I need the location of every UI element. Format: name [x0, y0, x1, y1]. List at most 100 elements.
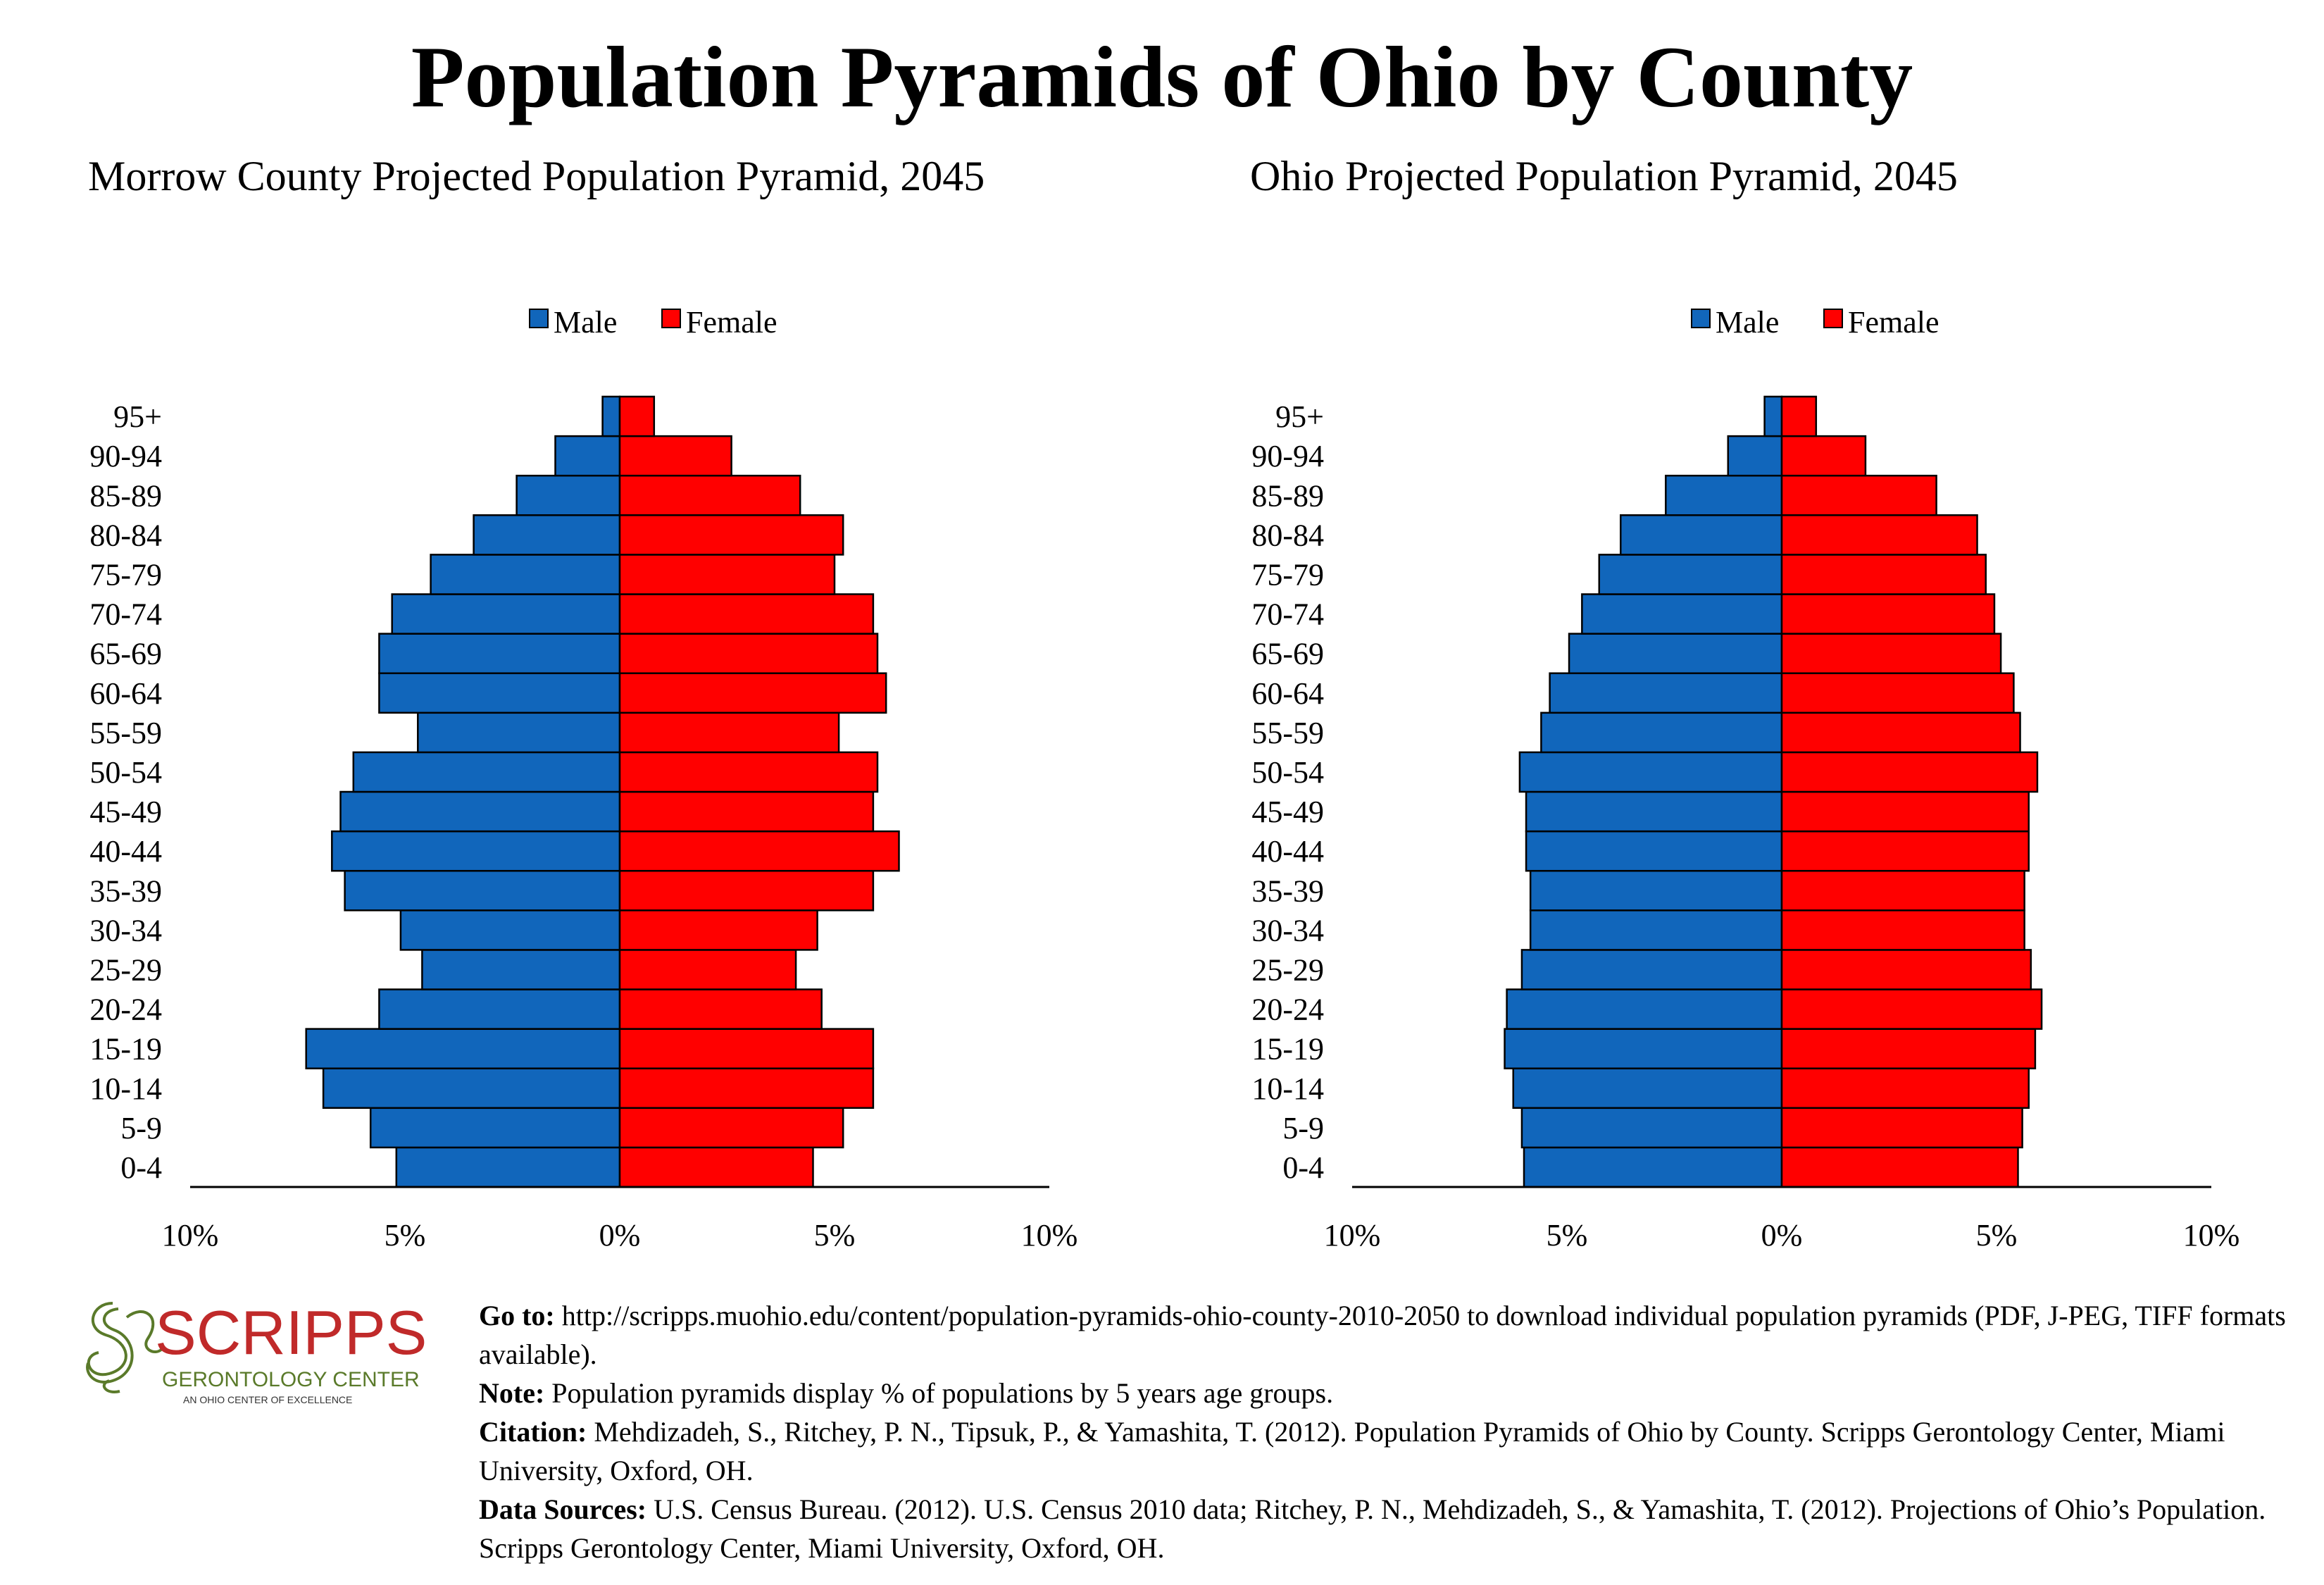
bar-female-90-94	[1780, 435, 1867, 477]
bar-male-65-69	[378, 633, 621, 674]
category-label: 55-59	[1251, 716, 1324, 750]
legend-female-swatch	[661, 309, 681, 328]
bar-male-40-44	[1525, 830, 1783, 872]
x-tick-label: 10%	[1324, 1218, 1381, 1253]
sources-label: Data Sources:	[479, 1493, 647, 1525]
category-label: 0-4	[1282, 1150, 1324, 1185]
bar-male-0-4	[1523, 1146, 1783, 1188]
bar-male-75-79	[430, 554, 621, 595]
bar-male-95+	[601, 395, 621, 437]
citation-text: Mehdizadeh, S., Ritchey, P. N., Tipsuk, …	[479, 1416, 2225, 1486]
category-label: 45-49	[1251, 795, 1324, 829]
x-tick-label: 5%	[1547, 1218, 1588, 1253]
bar-male-25-29	[421, 949, 621, 990]
bar-female-85-89	[618, 474, 801, 516]
bar-female-70-74	[1780, 593, 1996, 635]
category-label: 40-44	[89, 834, 162, 869]
category-label: 75-79	[89, 557, 162, 592]
category-label: 90-94	[89, 439, 162, 473]
bar-male-60-64	[378, 672, 621, 714]
bar-male-50-54	[352, 751, 621, 793]
bar-male-85-89	[516, 474, 621, 516]
category-label: 45-49	[89, 795, 162, 829]
bar-female-10-14	[618, 1067, 875, 1110]
x-tick-label: 10%	[162, 1218, 219, 1253]
bar-male-80-84	[1620, 514, 1783, 556]
bar-female-45-49	[618, 790, 875, 833]
ohio-pyramid-svg: Ohio Projected Population Pyramid, 2045 M…	[1250, 153, 2240, 1253]
legend-male-label: Male	[1716, 305, 1779, 340]
bar-female-50-54	[618, 751, 879, 793]
bar-male-5-9	[369, 1107, 621, 1149]
bar-male-95+	[1763, 395, 1783, 437]
bar-female-35-39	[618, 869, 875, 912]
footer: SCRIPPS GERONTOLOGY CENTER AN OHIO CENTE…	[0, 1268, 2324, 1585]
bar-female-40-44	[1780, 830, 2030, 872]
bar-male-80-84	[473, 514, 621, 556]
bar-female-15-19	[1780, 1028, 2037, 1069]
scripps-logo: SCRIPPS GERONTOLOGY CENTER AN OHIO CENTE…	[86, 1298, 427, 1405]
bar-female-45-49	[1780, 790, 2030, 833]
x-tick-label: 5%	[1976, 1218, 2018, 1253]
bar-male-30-34	[399, 909, 621, 951]
category-label: 0-4	[120, 1150, 162, 1185]
bar-male-40-44	[331, 830, 621, 872]
citation-line: Citation: Mehdizadeh, S., Ritchey, P. N.…	[479, 1412, 2310, 1490]
x-tick-label: 5%	[385, 1218, 426, 1253]
category-label: 85-89	[89, 478, 162, 513]
category-label: 80-84	[89, 518, 162, 552]
category-label: 35-39	[89, 874, 162, 908]
bar-female-60-64	[618, 672, 887, 714]
bar-female-90-94	[618, 435, 732, 477]
bar-female-5-9	[618, 1107, 844, 1149]
bar-female-10-14	[1780, 1067, 2030, 1110]
bar-male-85-89	[1665, 474, 1783, 516]
bar-male-25-29	[1520, 949, 1783, 990]
bar-male-55-59	[417, 711, 621, 754]
ohio-pyramid-chart: Ohio Projected Population Pyramid, 2045 M…	[1162, 0, 2324, 1268]
category-label: 70-74	[1251, 597, 1324, 632]
note-text: Population pyramids display % of populat…	[551, 1377, 1334, 1409]
bar-female-65-69	[618, 633, 879, 674]
category-label: 95+	[113, 399, 162, 434]
legend-female-label: Female	[1848, 305, 1939, 340]
bar-female-0-4	[618, 1146, 814, 1188]
bar-female-20-24	[1780, 988, 2043, 1030]
bar-male-10-14	[322, 1067, 621, 1110]
category-label: 60-64	[1251, 676, 1324, 711]
legend-male-swatch	[1691, 309, 1711, 328]
category-label: 50-54	[89, 755, 162, 790]
x-tick-label: 0%	[1761, 1218, 1803, 1253]
bar-female-60-64	[1780, 672, 2015, 714]
goto-line: Go to: http://scripps.muohio.edu/content…	[479, 1296, 2310, 1374]
bar-male-90-94	[554, 435, 621, 477]
category-label: 40-44	[1251, 834, 1324, 869]
category-label: 55-59	[89, 716, 162, 750]
bar-male-70-74	[1581, 593, 1783, 635]
legend-female-label: Female	[686, 305, 777, 340]
x-tick-label: 10%	[2183, 1218, 2240, 1253]
bar-female-75-79	[618, 554, 836, 595]
bar-male-0-4	[395, 1146, 621, 1188]
note-label: Note:	[479, 1377, 545, 1409]
bar-male-35-39	[1529, 869, 1783, 912]
bar-female-30-34	[618, 909, 818, 951]
category-label: 50-54	[1251, 755, 1324, 790]
bar-male-55-59	[1540, 711, 1783, 754]
x-tick-label: 5%	[814, 1218, 856, 1253]
category-label: 10-14	[1251, 1071, 1324, 1106]
category-label: 60-64	[89, 676, 162, 711]
bar-female-30-34	[1780, 909, 2025, 951]
category-label: 30-34	[89, 913, 162, 947]
category-label: 15-19	[89, 1032, 162, 1067]
bar-male-20-24	[378, 988, 621, 1030]
bar-male-10-14	[1512, 1067, 1783, 1110]
category-label: 15-19	[1251, 1032, 1324, 1067]
bar-male-15-19	[305, 1028, 621, 1069]
bar-female-5-9	[1780, 1107, 2023, 1149]
chart-title: Morrow County Projected Population Pyram…	[88, 153, 985, 199]
bar-female-55-59	[1780, 711, 2021, 754]
bar-female-50-54	[1780, 751, 2039, 793]
bar-male-30-34	[1529, 909, 1783, 951]
bar-male-50-54	[1518, 751, 1783, 793]
